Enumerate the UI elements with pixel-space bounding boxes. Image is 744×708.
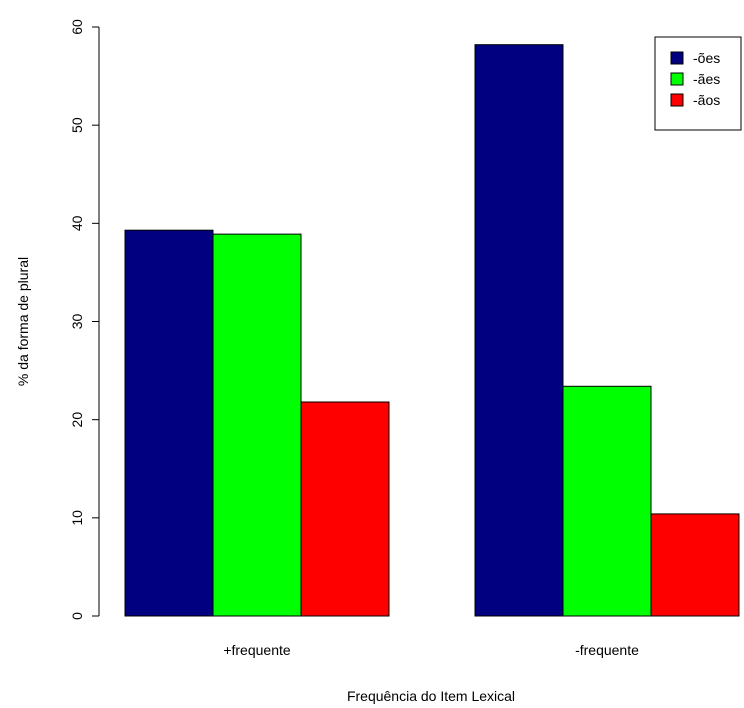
y-axis: 0 10 20 30 40 50 60 — [69, 19, 100, 620]
y-tick-label: 40 — [69, 215, 85, 231]
x-tick-label: +frequente — [223, 642, 291, 658]
y-tick-label: 20 — [69, 412, 85, 428]
x-axis-labels: +frequente -frequente — [223, 642, 639, 658]
y-tick-label: 50 — [69, 117, 85, 133]
bar — [474, 44, 564, 617]
bars — [124, 44, 740, 617]
y-tick-label: 0 — [69, 612, 85, 620]
x-tick-label: -frequente — [575, 642, 639, 658]
bar — [212, 233, 302, 617]
legend: -ões -ães -ãos — [654, 36, 742, 131]
legend-label: -ães — [693, 71, 720, 87]
bar — [124, 229, 214, 617]
bar — [562, 385, 652, 617]
legend-swatch — [670, 93, 684, 107]
bar — [650, 513, 740, 617]
x-axis-label: Frequência do Item Lexical — [347, 688, 515, 704]
y-tick-label: 10 — [69, 510, 85, 526]
y-tick-label: 60 — [69, 19, 85, 35]
y-axis-label: % da forma de plural — [15, 257, 31, 386]
legend-box — [654, 36, 742, 131]
y-tick-label: 30 — [69, 314, 85, 330]
legend-swatch — [670, 51, 684, 65]
legend-label: -ãos — [693, 92, 720, 108]
legend-swatch — [670, 72, 684, 86]
legend-label: -ões — [693, 50, 720, 66]
bar — [300, 401, 390, 617]
